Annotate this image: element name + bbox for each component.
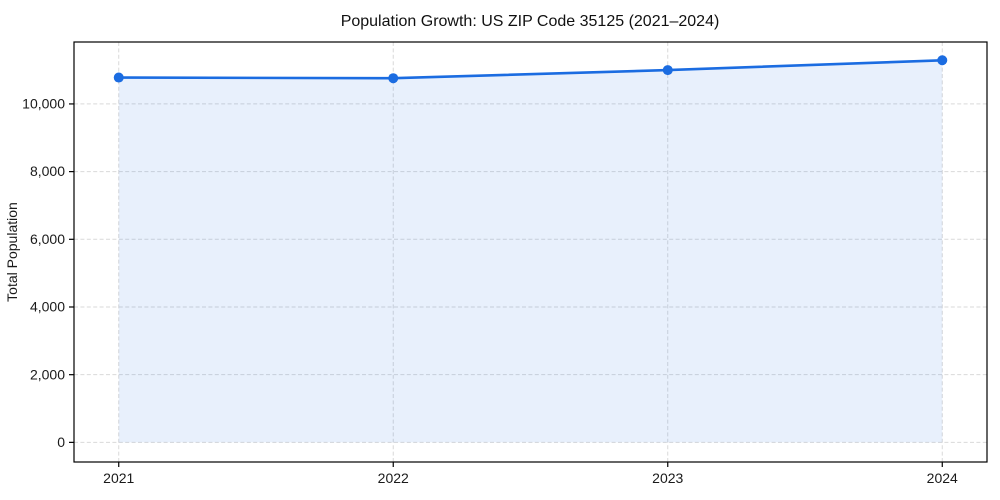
y-tick-label: 4,000	[30, 299, 65, 315]
data-point-marker	[662, 65, 673, 76]
chart-title: Population Growth: US ZIP Code 35125 (20…	[341, 13, 720, 30]
data-point-marker	[937, 55, 948, 66]
area-fill	[118, 60, 943, 443]
y-tick-label: 10,000	[22, 96, 65, 112]
axes-layer: 0 2,000 4,000 6,000 8,000 10,000 2021 2022 2023 2…	[22, 41, 988, 486]
y-tick-label: 8,000	[30, 163, 65, 179]
y-axis-title: Total Population	[4, 202, 20, 302]
x-tick-label: 2024	[927, 470, 958, 486]
x-tick-label: 2021	[103, 470, 134, 486]
plot-border	[73, 41, 988, 463]
data-point-marker	[113, 72, 124, 83]
y-tick-label: 0	[57, 434, 65, 450]
gridlines	[74, 42, 987, 462]
y-tick-label: 6,000	[30, 231, 65, 247]
x-tick-label: 2022	[378, 470, 409, 486]
data-series-layer	[113, 55, 948, 84]
area-fill-layer	[118, 60, 943, 443]
y-tick-label: 2,000	[30, 366, 65, 382]
population-line	[117, 58, 944, 80]
data-point-marker	[388, 73, 399, 84]
x-tick-label: 2023	[652, 470, 683, 486]
